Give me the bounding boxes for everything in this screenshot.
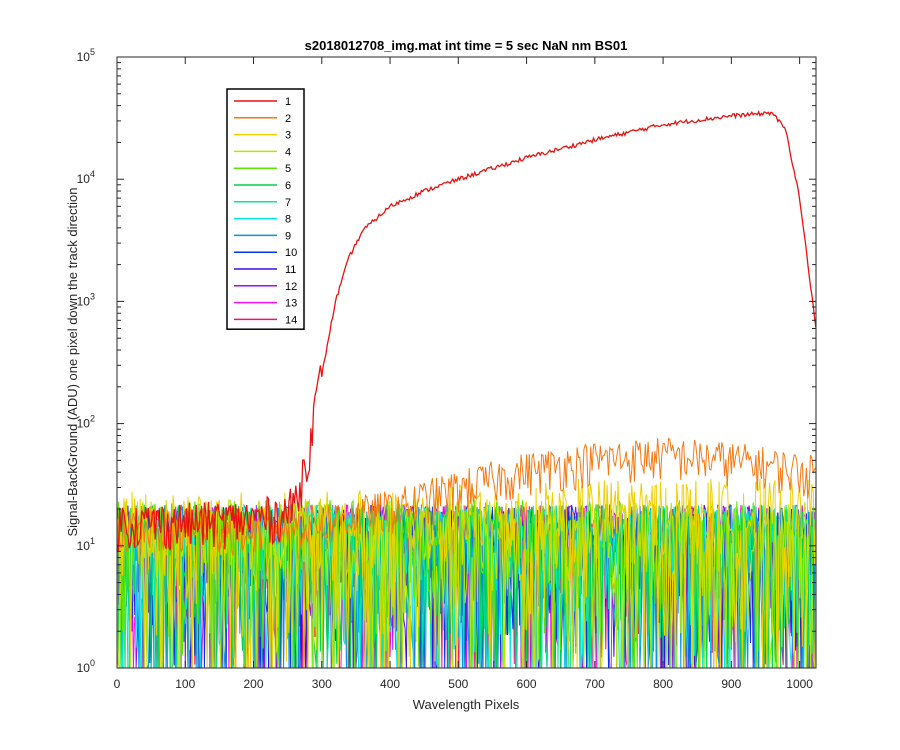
axes: [116, 56, 817, 669]
legend-label-1: 1: [285, 96, 291, 108]
legend-label-3: 3: [285, 130, 291, 142]
x-axis-label: Wavelength Pixels: [413, 697, 520, 712]
legend-box: [226, 88, 305, 330]
series-line-2: [117, 437, 816, 556]
legend-label-6: 6: [285, 180, 291, 192]
legend-label-13: 13: [285, 298, 297, 310]
series-line-3: [117, 478, 816, 668]
x-tick-label: 500: [448, 677, 468, 691]
x-tick-label: 0: [114, 677, 121, 691]
legend-label-2: 2: [285, 113, 291, 125]
legend-label-12: 12: [285, 281, 297, 293]
x-tick-label: 300: [312, 677, 332, 691]
legend-label-4: 4: [285, 146, 291, 158]
legend-label-5: 5: [285, 163, 291, 175]
series-line-1: [117, 109, 816, 552]
y-tick-label: 101: [77, 536, 95, 553]
x-tick-label: 700: [585, 677, 605, 691]
legend-label-14: 14: [285, 314, 297, 326]
x-tick-label: 800: [653, 677, 673, 691]
axes-box: [116, 56, 817, 669]
y-tick-label: 100: [77, 658, 95, 675]
legend-label-10: 10: [285, 247, 297, 259]
series-layer: [117, 109, 816, 668]
y-tick-label: 105: [77, 47, 95, 64]
legend-label-8: 8: [285, 214, 291, 226]
x-tick-label: 100: [175, 677, 195, 691]
chart-title: s2018012708_img.mat int time = 5 sec NaN…: [305, 38, 628, 53]
y-tick-label: 104: [77, 169, 95, 186]
y-tick-label: 102: [77, 414, 95, 431]
x-tick-label: 400: [380, 677, 400, 691]
x-tick-label: 600: [517, 677, 537, 691]
legend-label-7: 7: [285, 197, 291, 209]
tick-labels: 0 100 200 300 400 500 600 700 800 900 100010010110…: [77, 47, 814, 691]
x-tick-label: 900: [721, 677, 741, 691]
x-tick-label: 1000: [786, 677, 813, 691]
y-axis-label: Signal-BackGround (ADU) one pixel down t…: [65, 187, 80, 536]
x-tick-label: 200: [244, 677, 264, 691]
legend-label-9: 9: [285, 230, 291, 242]
y-tick-label: 103: [77, 291, 95, 308]
legend-label-11: 11: [285, 264, 296, 276]
